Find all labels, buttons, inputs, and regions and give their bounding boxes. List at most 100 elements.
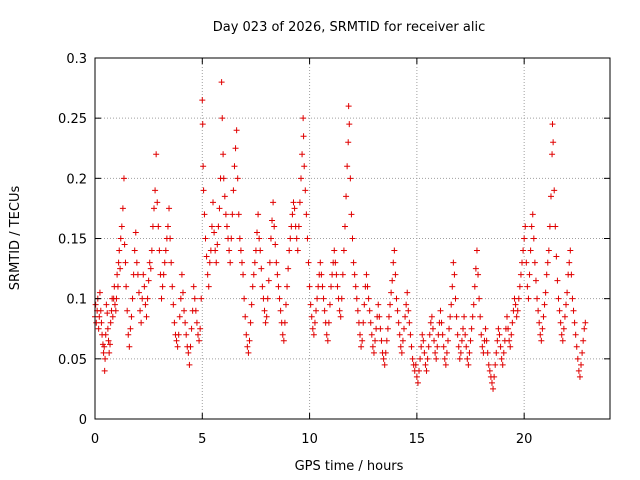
data-point [527, 247, 534, 254]
data-point [576, 373, 583, 380]
data-point [380, 355, 387, 362]
data-point [104, 325, 111, 332]
y-tick-label: 0.1 [66, 293, 87, 308]
data-point [522, 223, 529, 230]
data-point [439, 331, 446, 338]
data-point [441, 355, 448, 362]
data-point [348, 211, 355, 218]
data-point [191, 295, 198, 302]
data-point [317, 259, 324, 266]
data-point [476, 295, 483, 302]
data-point [392, 271, 399, 278]
data-point [450, 259, 457, 266]
data-point [363, 271, 370, 278]
data-point [423, 367, 430, 374]
data-point [190, 283, 197, 290]
data-point [216, 205, 223, 212]
data-point [105, 337, 112, 344]
data-point [461, 313, 468, 320]
data-point [116, 247, 123, 254]
y-axis-label: SRMTID / TECUs [8, 186, 23, 291]
data-point [284, 283, 291, 290]
data-point [282, 301, 289, 308]
data-point [345, 139, 352, 146]
data-point [454, 331, 461, 338]
data-point [107, 341, 114, 348]
data-point [287, 235, 294, 242]
data-point [478, 331, 485, 338]
data-point [554, 277, 561, 284]
data-point [404, 289, 411, 296]
data-point [161, 259, 168, 266]
data-point [477, 313, 484, 320]
data-point [353, 295, 360, 302]
data-point [124, 307, 131, 314]
data-point [578, 361, 585, 368]
data-point [300, 133, 307, 140]
data-point [231, 163, 238, 170]
data-point [117, 265, 124, 272]
data-point [573, 343, 580, 350]
data-point [263, 313, 270, 320]
data-point [428, 313, 435, 320]
data-point [95, 325, 102, 332]
data-point [419, 331, 426, 338]
data-point [246, 337, 253, 344]
data-point [336, 307, 343, 314]
data-point [351, 271, 358, 278]
y-tick-label: 0.2 [66, 172, 87, 187]
data-point [464, 355, 471, 362]
data-point [385, 313, 392, 320]
data-point [96, 313, 103, 320]
data-point [238, 259, 245, 266]
data-point [495, 325, 502, 332]
data-point [572, 331, 579, 338]
data-point [174, 343, 181, 350]
data-point [313, 307, 320, 314]
data-point [581, 325, 588, 332]
y-tick-label: 0.3 [66, 52, 87, 67]
data-point [449, 283, 456, 290]
data-point [382, 349, 389, 356]
data-point [579, 349, 586, 356]
data-point [561, 313, 568, 320]
data-point [545, 247, 552, 254]
data-point [530, 235, 537, 242]
data-point [456, 355, 463, 362]
data-point [213, 259, 220, 266]
data-point [360, 319, 367, 326]
data-point [471, 283, 478, 290]
data-point [274, 271, 281, 278]
data-point [537, 331, 544, 338]
data-point [142, 301, 149, 308]
data-point [219, 115, 226, 122]
data-point [549, 151, 556, 158]
data-point [443, 349, 450, 356]
data-point [367, 319, 374, 326]
data-point [139, 295, 146, 302]
data-point [236, 235, 243, 242]
data-point [300, 115, 307, 122]
data-point [376, 313, 383, 320]
data-point [100, 349, 107, 356]
data-point [582, 319, 589, 326]
data-point [467, 337, 474, 344]
data-point [276, 295, 283, 302]
data-point [237, 247, 244, 254]
data-point [498, 355, 505, 362]
data-point [406, 319, 413, 326]
data-point [550, 139, 557, 146]
data-point [244, 343, 251, 350]
data-point [177, 295, 184, 302]
data-point [146, 259, 153, 266]
data-point [309, 325, 316, 332]
data-point [181, 307, 188, 314]
data-point [158, 295, 165, 302]
data-point [409, 355, 416, 362]
data-point [529, 211, 536, 218]
data-point [395, 319, 402, 326]
data-point [574, 355, 581, 362]
data-point [515, 295, 522, 302]
data-point [542, 289, 549, 296]
data-point [248, 301, 255, 308]
